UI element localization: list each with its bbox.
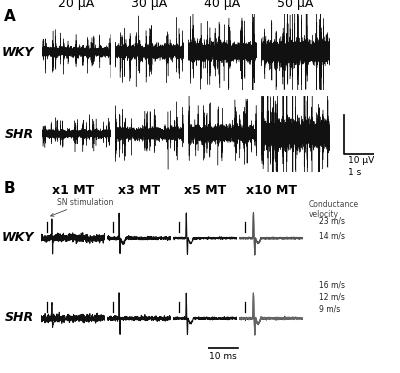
Text: 40 μA: 40 μA [204,0,241,10]
Text: SN stimulation: SN stimulation [51,198,113,216]
Text: Conductance
velocity: Conductance velocity [309,200,359,219]
Text: WKY: WKY [2,46,34,59]
Text: A: A [4,9,16,24]
Text: 50 μA: 50 μA [277,0,314,10]
Text: x5 MT: x5 MT [184,184,226,197]
Text: 16 m/s: 16 m/s [319,280,345,289]
Text: 23 m/s: 23 m/s [319,216,345,225]
Text: x10 MT: x10 MT [246,184,296,197]
Text: WKY: WKY [2,231,34,244]
Text: 20 μA: 20 μA [58,0,95,10]
Text: SHR: SHR [5,311,34,325]
Text: 9 m/s: 9 m/s [319,305,340,314]
Text: 10 ms: 10 ms [209,352,237,361]
Text: 14 m/s: 14 m/s [319,232,345,241]
Text: SHR: SHR [5,128,34,141]
Text: B: B [4,181,16,196]
Text: 12 m/s: 12 m/s [319,292,345,301]
Text: 30 μA: 30 μA [131,0,168,10]
Text: x3 MT: x3 MT [118,184,160,197]
Text: 10 μV: 10 μV [348,156,374,165]
Text: 1 s: 1 s [348,168,361,177]
Text: x1 MT: x1 MT [52,184,94,197]
